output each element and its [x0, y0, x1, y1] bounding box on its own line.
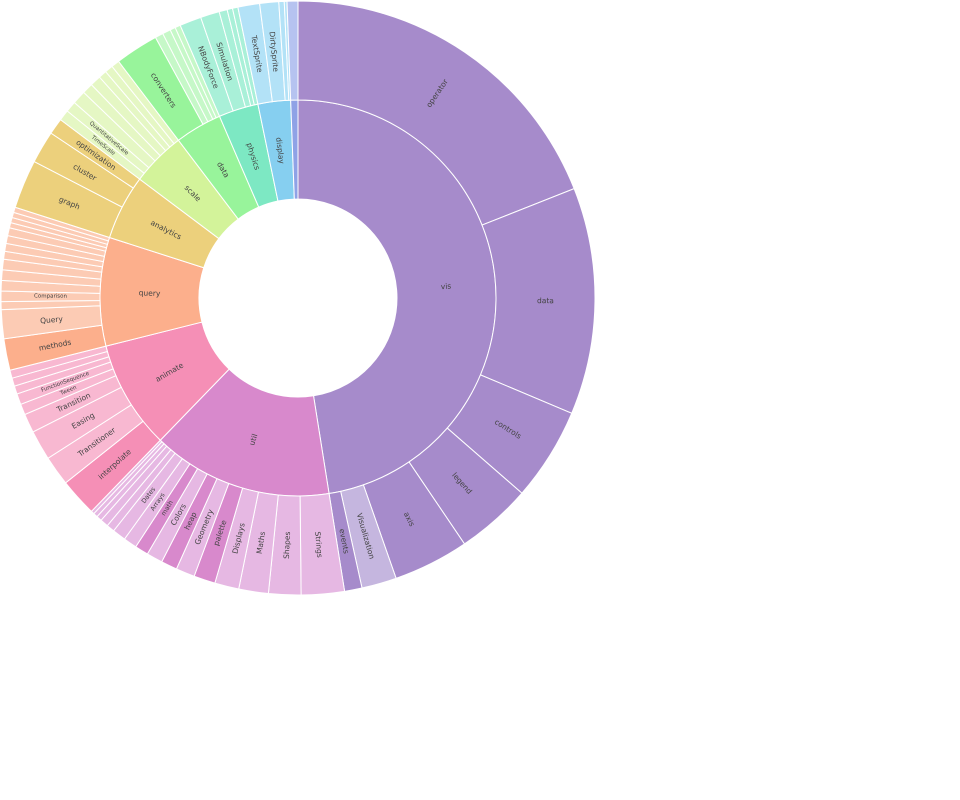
wedge-flex-s1[interactable] [286, 0, 299, 101]
wedge-data-vis[interactable] [479, 187, 596, 414]
sunburst-wedges [0, 0, 596, 596]
